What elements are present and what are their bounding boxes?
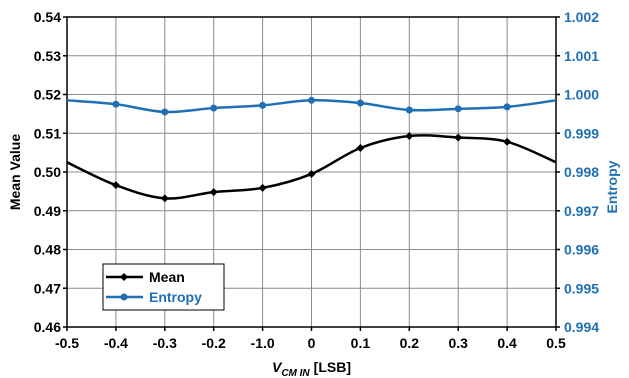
mean-point: [111, 181, 120, 190]
x-tick-label: 0.5: [546, 335, 566, 351]
series-layer: [66, 96, 557, 203]
x-tick-label: -0.3: [153, 335, 177, 351]
x-axis-title: VCM IN [LSB]: [272, 359, 351, 378]
mean-point: [160, 194, 169, 203]
right-tick-label: 0.994: [564, 319, 599, 335]
legend-mean-marker: [120, 273, 128, 281]
x-tick-label: 0.2: [400, 335, 420, 351]
entropy-point: [356, 99, 364, 107]
mean-point: [454, 133, 463, 142]
legend-entropy-label: Entropy: [149, 289, 202, 305]
left-tick-label: 0.54: [34, 9, 61, 25]
legend-mean-label: Mean: [149, 269, 185, 285]
entropy-point: [112, 100, 120, 108]
x-tick-label: -0.5: [55, 335, 79, 351]
right-tick-label: 0.995: [564, 280, 599, 296]
right-tick-label: 0.999: [564, 125, 599, 141]
left-tick-label: 0.50: [34, 164, 61, 180]
right-tick-label: 1.000: [564, 87, 599, 103]
x-tick-label: 0.3: [448, 335, 468, 351]
entropy-point: [308, 96, 315, 104]
left-tick-label: 0.47: [34, 280, 61, 296]
right-axis-ticks: 0.994 0.995 0.996 0.997 0.998 0.999 1.000 1.001…: [556, 9, 599, 335]
legend-entry-mean: Mean: [106, 269, 185, 285]
x-tick-label: -1.0: [251, 335, 275, 351]
right-axis-title: Entropy: [604, 160, 620, 213]
left-tick-label: 0.53: [34, 48, 61, 64]
x-tick-label: 0: [308, 335, 316, 351]
x-axis-ticks: -0.5 -0.4 -0.3 -0.2 -1.0 0 0.1 0.2 0.3 0.4 0.5: [55, 327, 566, 351]
right-tick-label: 0.996: [564, 242, 599, 258]
x-axis-title-unit: [LSB]: [314, 359, 351, 375]
legend-box: [102, 263, 225, 311]
mean-point: [307, 169, 316, 178]
right-tick-label: 1.001: [564, 48, 599, 64]
x-axis-title-main: V: [272, 359, 283, 375]
entropy-point: [161, 108, 169, 116]
left-tick-label: 0.49: [34, 203, 61, 219]
x-tick-label: 0.1: [351, 335, 371, 351]
legend-entropy-marker: [120, 293, 128, 301]
mean-point: [356, 143, 365, 152]
right-tick-label: 1.002: [564, 9, 599, 25]
right-tick-label: 0.997: [564, 203, 599, 219]
right-tick-label: 0.998: [564, 164, 599, 180]
left-tick-label: 0.51: [34, 125, 61, 141]
entropy-point: [405, 106, 413, 114]
x-axis-title-subscript: CM IN: [281, 368, 310, 378]
x-tick-label: 0.4: [497, 335, 517, 351]
legend: Mean Entropy: [102, 263, 225, 311]
entropy-point: [503, 103, 511, 111]
left-axis-ticks: 0.46 0.47 0.48 0.49 0.50 0.51 0.52 0.53 0.54: [34, 9, 67, 335]
left-tick-label: 0.52: [34, 87, 61, 103]
x-tick-label: -0.2: [202, 335, 226, 351]
left-tick-label: 0.46: [34, 319, 61, 335]
mean-point: [258, 183, 267, 192]
mean-point: [503, 137, 512, 146]
entropy-point: [259, 101, 267, 109]
mean-point: [405, 131, 414, 140]
mean-point: [209, 188, 218, 197]
entropy-point: [210, 104, 218, 112]
legend-entry-entropy: Entropy: [106, 289, 202, 305]
entropy-point: [454, 105, 462, 113]
x-tick-label: -0.4: [104, 335, 128, 351]
left-tick-label: 0.48: [34, 242, 61, 258]
left-axis-title: Mean Value: [7, 134, 23, 210]
